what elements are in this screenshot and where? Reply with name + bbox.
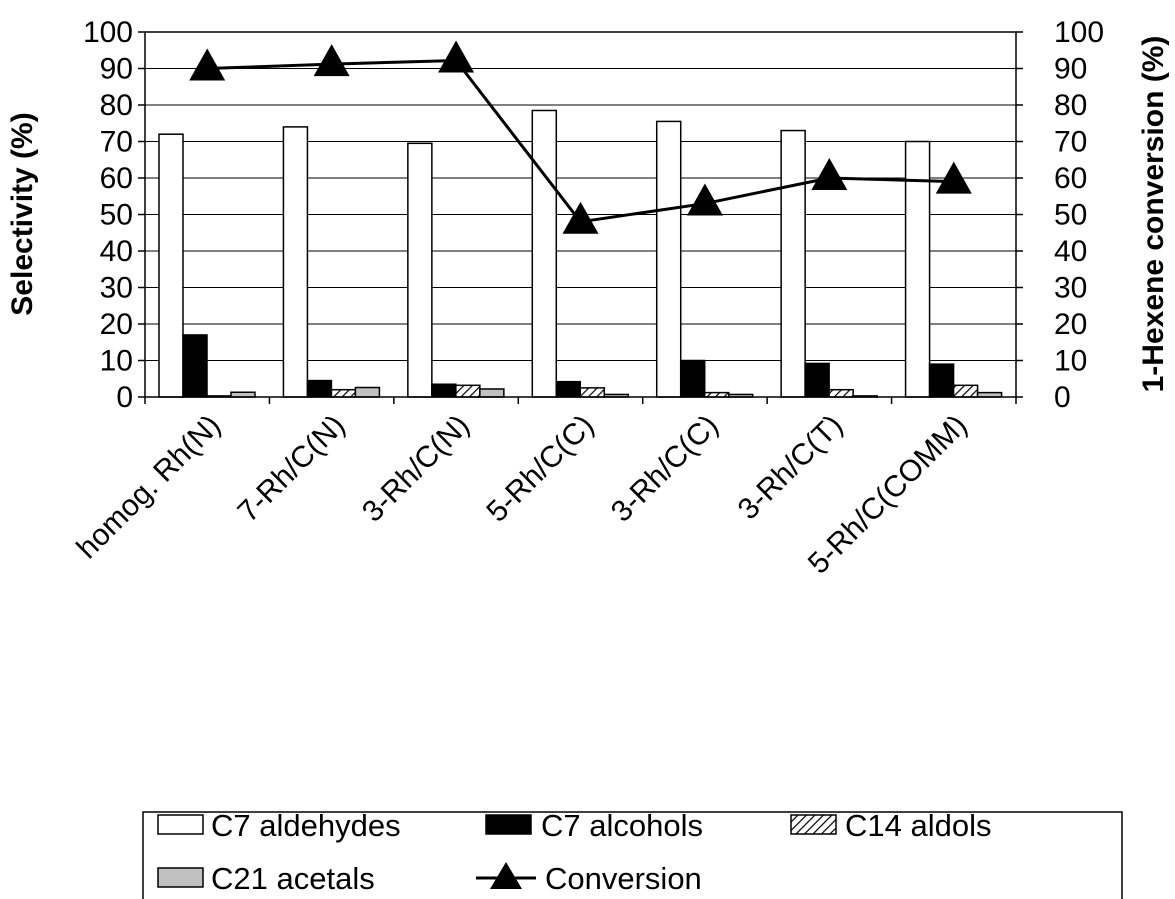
legend-swatch-c7-alcohols — [485, 814, 532, 835]
legend-swatch-c7-aldehydes — [157, 814, 204, 835]
left-axis-title: Selectivity (%) — [6, 112, 39, 315]
conversion-marker — [686, 183, 723, 216]
left-tick-label: 20 — [100, 308, 133, 341]
conversion-marker — [313, 44, 350, 77]
x-category-label: 3-Rh/C(N) — [356, 409, 476, 529]
bar-c7-alcohols — [555, 380, 582, 398]
legend-swatch-c21-acetals — [157, 867, 204, 888]
bar-c7-aldehydes — [531, 109, 558, 398]
left-tick-label: 90 — [100, 53, 133, 86]
conversion-marker — [562, 201, 599, 234]
bar-c14-aldols — [330, 388, 357, 398]
conversion-marker — [189, 48, 226, 81]
x-axis-labels: homog. Rh(N) 7-Rh/C(N) 3-Rh/C(N) 5-Rh/C(C) 3… — [71, 409, 974, 581]
right-tick-label: 40 — [1054, 235, 1087, 268]
conversion-marker — [438, 40, 475, 73]
legend-label-c21-acetals: C21 acetals — [211, 861, 375, 896]
right-tick-label: 20 — [1054, 308, 1087, 341]
bar-c7-alcohols — [928, 363, 955, 398]
left-tick-label: 50 — [100, 199, 133, 232]
legend-label-c7-alcohols: C7 alcohols — [541, 808, 703, 843]
bar-c7-alcohols — [431, 383, 457, 398]
right-axis-title: 1-Hexene conversion (%) — [1137, 36, 1170, 393]
bar-c7-alcohols — [679, 359, 706, 398]
legend-swatch-conversion-marker — [490, 862, 522, 889]
bar-c7-aldehydes — [407, 142, 433, 398]
conversion-marker — [811, 158, 848, 190]
bar-c7-aldehydes — [158, 133, 184, 398]
conversion-marker — [935, 161, 972, 194]
x-category-label: 5-Rh/C(C) — [480, 409, 600, 529]
right-tick-label: 100 — [1054, 16, 1104, 49]
bar-c7-aldehydes — [655, 120, 682, 398]
right-tick-label: 90 — [1054, 53, 1087, 86]
x-category-label: homog. Rh(N) — [71, 409, 228, 566]
bar-c7-aldehydes — [282, 126, 309, 398]
legend-frame — [142, 811, 1123, 899]
left-tick-label: 80 — [100, 89, 133, 122]
bar-c21-acetals — [354, 386, 381, 398]
legend-label-c7-aldehydes: C7 aldehydes — [211, 808, 401, 843]
bar-c14-aldols — [579, 387, 606, 398]
right-tick-label: 30 — [1054, 272, 1087, 305]
bar-c14-aldols — [952, 384, 979, 398]
right-tick-label: 80 — [1054, 89, 1087, 122]
right-tick-label: 0 — [1054, 381, 1071, 414]
left-tick-label: 0 — [116, 381, 133, 414]
legend-swatch-c14-aldols — [790, 814, 837, 835]
bar-c7-alcohols — [182, 334, 208, 398]
x-category-label: 3-Rh/C(T) — [732, 409, 850, 527]
legend-label-c14-aldols: C14 aldols — [845, 808, 991, 843]
bar-c7-alcohols — [306, 379, 333, 398]
right-tick-label: 10 — [1054, 345, 1087, 378]
left-tick-label: 10 — [100, 345, 133, 378]
bar-c21-acetals — [479, 388, 505, 398]
left-tick-label: 70 — [100, 126, 133, 159]
left-tick-label: 30 — [100, 272, 133, 305]
legend-label-conversion: Conversion — [545, 861, 702, 896]
right-tick-label: 60 — [1054, 162, 1087, 195]
bars — [158, 109, 1003, 398]
x-category-label: 3-Rh/C(C) — [605, 409, 725, 529]
bar-c7-aldehydes — [780, 129, 806, 398]
right-tick-label: 50 — [1054, 199, 1087, 232]
left-tick-label: 40 — [100, 235, 133, 268]
conversion-series — [189, 40, 972, 234]
bar-c7-alcohols — [804, 362, 830, 398]
bar-c14-aldols — [828, 388, 854, 398]
x-axis-ticks — [144, 397, 1017, 404]
x-category-label: 7-Rh/C(N) — [232, 409, 352, 529]
right-tick-label: 70 — [1054, 126, 1087, 159]
left-tick-label: 60 — [100, 162, 133, 195]
bar-c14-aldols — [455, 384, 481, 398]
left-tick-label: 100 — [83, 16, 133, 49]
legend: C7 aldehydes C7 alcohols C14 aldols C21 … — [142, 808, 1123, 899]
